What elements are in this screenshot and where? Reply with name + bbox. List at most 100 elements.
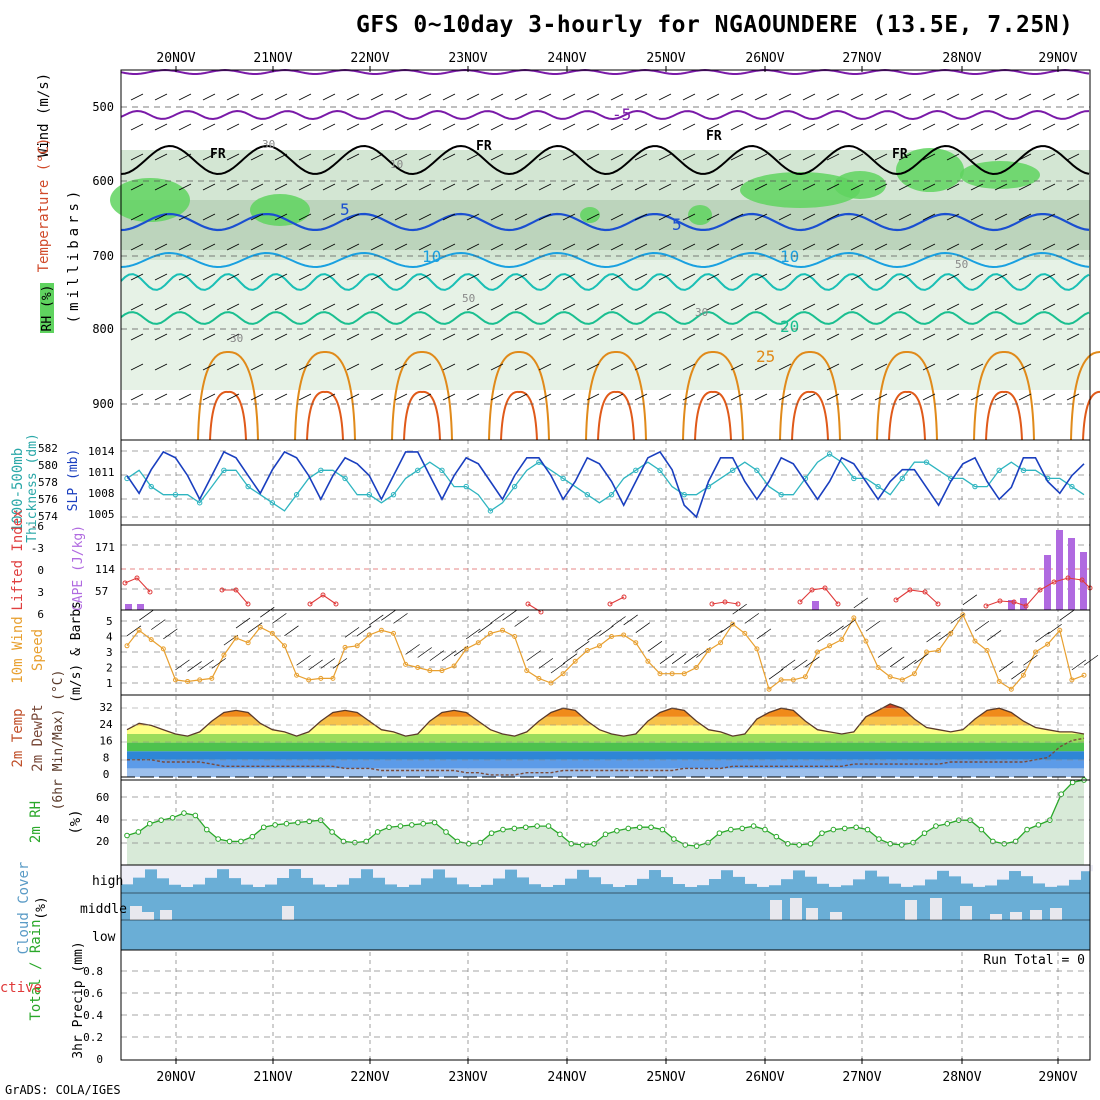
lifted-index-point: [1037, 587, 1043, 593]
lifted-index-line: [124, 577, 151, 593]
slp-tick-right: 1005: [88, 508, 115, 521]
lifted-index-point: [245, 601, 251, 607]
thickness-point: [415, 467, 421, 474]
cloud-gap-high: [901, 865, 913, 887]
wind-barb: [634, 303, 648, 311]
wind-barb: [826, 303, 840, 311]
rh-point: [1024, 826, 1030, 833]
wind-barb: [514, 273, 528, 281]
precip-ylabel2: Convective: [0, 980, 42, 996]
wind-speed-point: [221, 652, 227, 658]
cloud-gap-high: [805, 865, 817, 877]
wind-barb: [730, 273, 744, 281]
cloud-gap-high: [1033, 865, 1045, 884]
cloud-gap-high: [601, 865, 613, 885]
wind-speed-point: [512, 634, 518, 639]
lifted-index-point: [233, 587, 239, 593]
wind-barb: [308, 659, 323, 671]
wind-barb: [418, 333, 432, 341]
wind-barb: [490, 153, 504, 161]
cloud-gap-high: [157, 865, 169, 879]
wind-speed-point: [754, 646, 760, 652]
wind-barb: [994, 273, 1008, 281]
wind-speed-point: [487, 630, 493, 636]
wind-barb: [659, 653, 675, 664]
wind-barb: [634, 333, 648, 341]
wind-barb: [706, 363, 720, 371]
rh-point: [591, 840, 597, 847]
rh-point: [830, 826, 837, 833]
wind-barb: [562, 303, 576, 311]
contour-label: 25: [756, 347, 775, 366]
wind-barb: [394, 123, 408, 131]
wind-barb: [163, 628, 178, 640]
wind-barb: [514, 183, 528, 191]
wind-barb: [1083, 654, 1099, 666]
lifted-index-point: [1023, 603, 1029, 609]
wind-barb: [442, 183, 456, 191]
thick-ylabel2: Thickness (dm): [25, 433, 40, 543]
wind-barb: [778, 213, 792, 221]
wind-barb: [154, 243, 168, 251]
wind-barb: [272, 613, 287, 624]
thickness-point: [681, 491, 687, 498]
rh-point: [238, 838, 244, 845]
cloud-gap-middle: [930, 898, 942, 920]
wind-speed-point: [391, 630, 397, 636]
date-label-top: 29NOV: [1038, 51, 1077, 66]
rh-point: [728, 826, 734, 833]
wind-barb: [850, 243, 864, 251]
thick-tick-left: 574: [38, 510, 58, 523]
thickness-point: [148, 483, 154, 490]
cloud-gap-high: [949, 865, 961, 877]
wind-barb: [370, 243, 384, 251]
cloud-gap-high: [1021, 865, 1033, 877]
cloud-gap-middle: [960, 906, 972, 920]
wind-barb: [994, 303, 1008, 311]
rh-point: [841, 825, 848, 832]
precip-tick: 0: [96, 1053, 103, 1066]
upper-ylabel-wind: Wind (m/s): [36, 73, 52, 157]
slp-ylabel: SLP (mb): [66, 449, 81, 512]
wind-barb: [658, 333, 672, 341]
wind-barb: [154, 303, 168, 311]
wind-barb: [178, 303, 192, 311]
wind-barb: [274, 213, 288, 221]
wind-barb: [562, 363, 576, 371]
wind-barb: [178, 333, 192, 341]
thickness-point: [826, 451, 833, 457]
wind-barb: [658, 273, 672, 281]
wind-barb: [970, 363, 984, 371]
thickness-point: [996, 467, 1002, 474]
cloud-gap-middle: [770, 900, 782, 920]
wind-barb: [946, 213, 960, 221]
wind-barb: [226, 273, 240, 281]
wind-barb: [490, 93, 504, 101]
li-tick: 0: [37, 564, 44, 577]
wind-barb: [202, 303, 216, 311]
wind-barb: [296, 654, 311, 666]
wind-barb: [732, 603, 747, 615]
cape-ylabel: CAPE (J/kg): [71, 525, 86, 611]
cloud-gap-high: [709, 865, 721, 880]
wind-barb: [202, 123, 216, 131]
wind-barb: [826, 273, 840, 281]
lifted-index-point: [835, 601, 841, 607]
thick-tick-left: 580: [38, 459, 58, 472]
rh-point: [693, 843, 700, 849]
rh-point: [887, 840, 894, 847]
wind-barb: [226, 333, 240, 341]
date-label-top: 22NOV: [350, 51, 389, 66]
wind-barb: [754, 243, 768, 251]
wind-barb: [898, 273, 912, 281]
wind-barb: [708, 630, 723, 641]
rh-point: [990, 838, 996, 845]
thickness-point: [245, 483, 251, 490]
wind-barb: [346, 333, 360, 341]
wind-barb: [562, 653, 578, 664]
wind-barb: [634, 243, 648, 251]
wind-speed-point: [911, 671, 917, 677]
wind-barb: [538, 123, 552, 131]
cloud-gap-middle: [905, 900, 917, 920]
wind-speed-point: [669, 671, 675, 677]
